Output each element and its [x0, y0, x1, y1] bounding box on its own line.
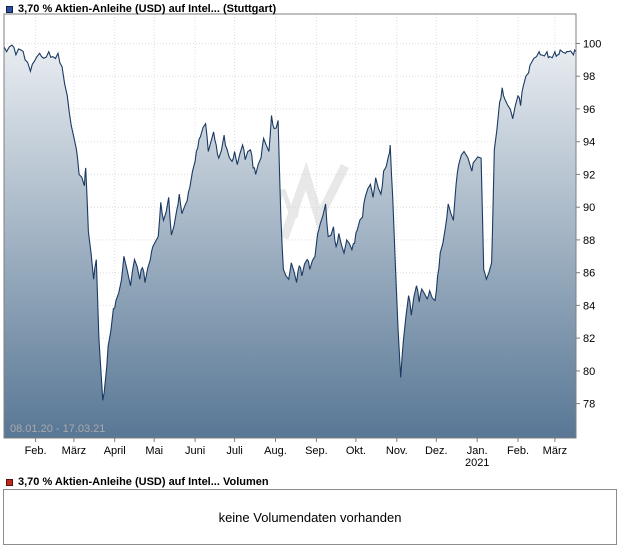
price-legend: 3,70 % Aktien-Anleihe (USD) auf Intel...… — [6, 3, 276, 15]
svg-text:März: März — [62, 445, 86, 457]
svg-text:Feb.: Feb. — [25, 445, 47, 457]
volume-legend-marker-icon — [6, 478, 13, 486]
svg-text:80: 80 — [583, 366, 595, 378]
svg-text:96: 96 — [583, 104, 595, 116]
no-volume-message: keine Volumendaten vorhanden — [218, 509, 402, 525]
svg-text:März: März — [543, 445, 567, 457]
svg-text:Sep.: Sep. — [305, 445, 328, 457]
svg-text:Aug.: Aug. — [264, 445, 287, 457]
svg-text:April: April — [104, 445, 126, 457]
svg-text:Juli: Juli — [226, 445, 243, 457]
svg-text:94: 94 — [583, 137, 595, 149]
price-area — [4, 45, 576, 438]
svg-text:90: 90 — [583, 202, 595, 214]
svg-text:78: 78 — [583, 399, 595, 411]
price-legend-marker-icon — [6, 5, 13, 13]
volume-panel: keine Volumendaten vorhanden — [3, 489, 617, 545]
svg-text:Dez.: Dez. — [425, 445, 448, 457]
svg-text:82: 82 — [583, 333, 595, 345]
price-line — [3, 44, 577, 401]
svg-text:Juni: Juni — [185, 445, 205, 457]
svg-text:88: 88 — [583, 235, 595, 247]
volume-legend-label: 3,70 % Aktien-Anleihe (USD) auf Intel...… — [18, 476, 269, 488]
y-axis-labels: 78 80 82 84 86 88 90 92 94 96 98 100 — [576, 39, 601, 411]
date-range-label: 08.01.20 - 17.03.21 — [10, 423, 105, 435]
plot-border — [3, 13, 577, 439]
svg-text:Mai: Mai — [145, 445, 163, 457]
svg-text:84: 84 — [583, 300, 595, 312]
svg-text:Nov.: Nov. — [386, 445, 408, 457]
x-axis-labels: Feb. März April Mai Juni Juli Aug. Sep. Okt. Nov.… — [25, 438, 567, 469]
chart-title: 3,70 % Aktien-Anleihe (USD) auf Intel...… — [18, 3, 277, 15]
svg-text:86: 86 — [583, 268, 595, 280]
price-chart: EN7880828486889092949698100Feb.MärzApril… — [3, 13, 601, 469]
svg-text:98: 98 — [583, 71, 595, 83]
svg-text:92: 92 — [583, 169, 595, 181]
volume-legend: 3,70 % Aktien-Anleihe (USD) auf Intel...… — [6, 476, 269, 488]
svg-text:2021: 2021 — [465, 457, 489, 469]
svg-text:Feb.: Feb. — [507, 445, 529, 457]
svg-text:100: 100 — [583, 39, 601, 51]
svg-text:Jan.: Jan. — [467, 445, 488, 457]
svg-text:Okt.: Okt. — [346, 445, 366, 457]
